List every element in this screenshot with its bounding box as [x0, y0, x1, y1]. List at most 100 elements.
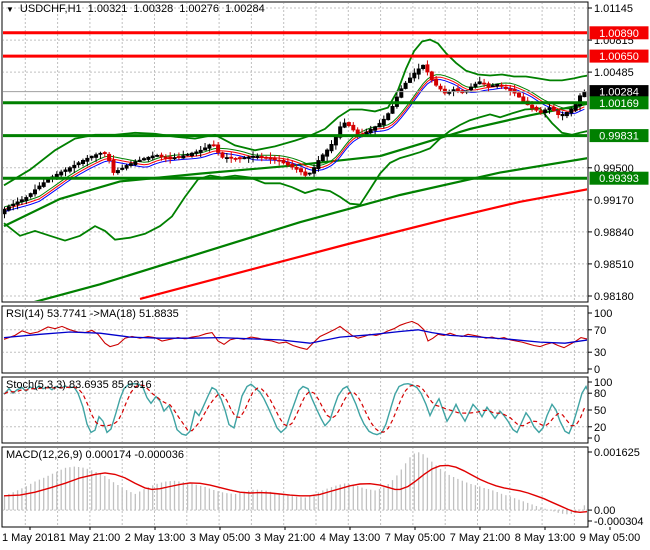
price-badge: [589, 49, 649, 63]
fast-lwma-red: [4, 76, 585, 210]
price-axis-macd: 0.001625 0.00-0.000304: [588, 447, 644, 528]
axis-label: 80: [594, 388, 606, 400]
ma-slow-red: [139, 188, 587, 300]
candle: [342, 122, 347, 128]
candle: [63, 169, 68, 172]
candle: [294, 167, 299, 170]
axis-label: 0: [594, 433, 600, 445]
candle: [517, 92, 521, 98]
candle: [6, 206, 11, 211]
candle: [54, 173, 59, 178]
candle: [211, 144, 216, 147]
candle: [408, 77, 412, 83]
candle: [229, 156, 234, 159]
candle: [312, 167, 317, 174]
axis-label: 1.00485: [594, 67, 634, 79]
time-label: 1 May 21:00: [60, 532, 121, 544]
candle: [207, 144, 212, 149]
candle: [429, 71, 434, 81]
fast-sma-blue: [4, 79, 585, 213]
candle: [67, 167, 72, 172]
candle: [264, 156, 269, 159]
axis-label: 0.98510: [594, 259, 634, 271]
candle: [329, 144, 334, 152]
candle: [547, 107, 552, 111]
candle: [534, 106, 539, 111]
candle: [320, 154, 325, 162]
candle: [216, 144, 221, 153]
axis-label: 0.98180: [594, 291, 634, 303]
candle: [220, 152, 225, 158]
candle: [176, 156, 181, 158]
time-label: 3 May 05:00: [190, 532, 251, 544]
axis-label: -0.000304: [594, 516, 644, 528]
candle: [102, 152, 107, 155]
candle: [111, 159, 116, 173]
candle: [538, 110, 543, 113]
ma-medium-green: [3, 102, 587, 228]
candle: [299, 168, 303, 173]
candle: [530, 104, 535, 109]
time-label: 2 May 13:00: [125, 532, 186, 544]
candle: [373, 126, 378, 131]
candle: [490, 85, 495, 87]
time-label: 1 May 2018: [2, 532, 59, 544]
symbol-period-label: USDCHF,H1: [19, 3, 82, 15]
candle: [115, 170, 120, 174]
bollinger-lower: [3, 107, 587, 242]
candle: [185, 154, 190, 156]
pane-rsi: [3, 307, 587, 372]
candle: [551, 107, 556, 112]
candle: [303, 171, 308, 176]
axis-label: 100: [594, 377, 612, 389]
price-badge-label: 1.00284: [599, 87, 639, 99]
candle: [242, 157, 247, 160]
candle: [569, 108, 574, 114]
candle: [194, 151, 199, 154]
ohlc-open: 1.00321: [87, 3, 128, 15]
symbol-dropdown-icon[interactable]: ▼: [6, 5, 14, 14]
candle: [168, 156, 173, 160]
candle: [434, 78, 439, 86]
candle: [499, 84, 504, 87]
candle: [255, 155, 260, 158]
candle: [155, 155, 160, 157]
candle: [578, 95, 582, 107]
candle: [285, 161, 290, 166]
candle: [281, 159, 286, 164]
candle: [307, 172, 312, 175]
time-label: 8 May 13:00: [515, 532, 576, 544]
candle: [333, 136, 338, 146]
macd-indicator-label: MACD(12,26,9) 0.000174 -0.000036: [6, 449, 184, 461]
candle: [268, 157, 273, 160]
candle: [33, 189, 37, 195]
candle: [41, 182, 46, 187]
candle: [386, 113, 391, 121]
candle: [543, 109, 548, 114]
price-badge: [589, 96, 649, 110]
candle: [198, 149, 203, 153]
stoch-d-line: [4, 384, 585, 433]
rsi-rsi-ma-line: [3, 329, 587, 344]
candle: [486, 83, 491, 88]
time-label: 7 May 21:00: [450, 532, 511, 544]
candle: [133, 161, 138, 166]
candle: [503, 86, 508, 89]
macd-signal-line: [3, 464, 587, 514]
candle: [455, 88, 460, 92]
pane-main: [3, 3, 587, 301]
candle: [368, 128, 373, 134]
candle: [94, 154, 99, 158]
price-badge: [589, 171, 649, 185]
price-badge: [589, 26, 649, 40]
price-badge-label: 0.99393: [599, 173, 639, 185]
candle: [120, 167, 125, 170]
candle: [438, 85, 443, 90]
grid-macd: [3, 448, 587, 526]
candle: [181, 155, 186, 159]
axis-label: 30: [594, 347, 606, 359]
candle: [46, 178, 51, 183]
candle: [390, 106, 395, 114]
candle: [399, 88, 404, 98]
